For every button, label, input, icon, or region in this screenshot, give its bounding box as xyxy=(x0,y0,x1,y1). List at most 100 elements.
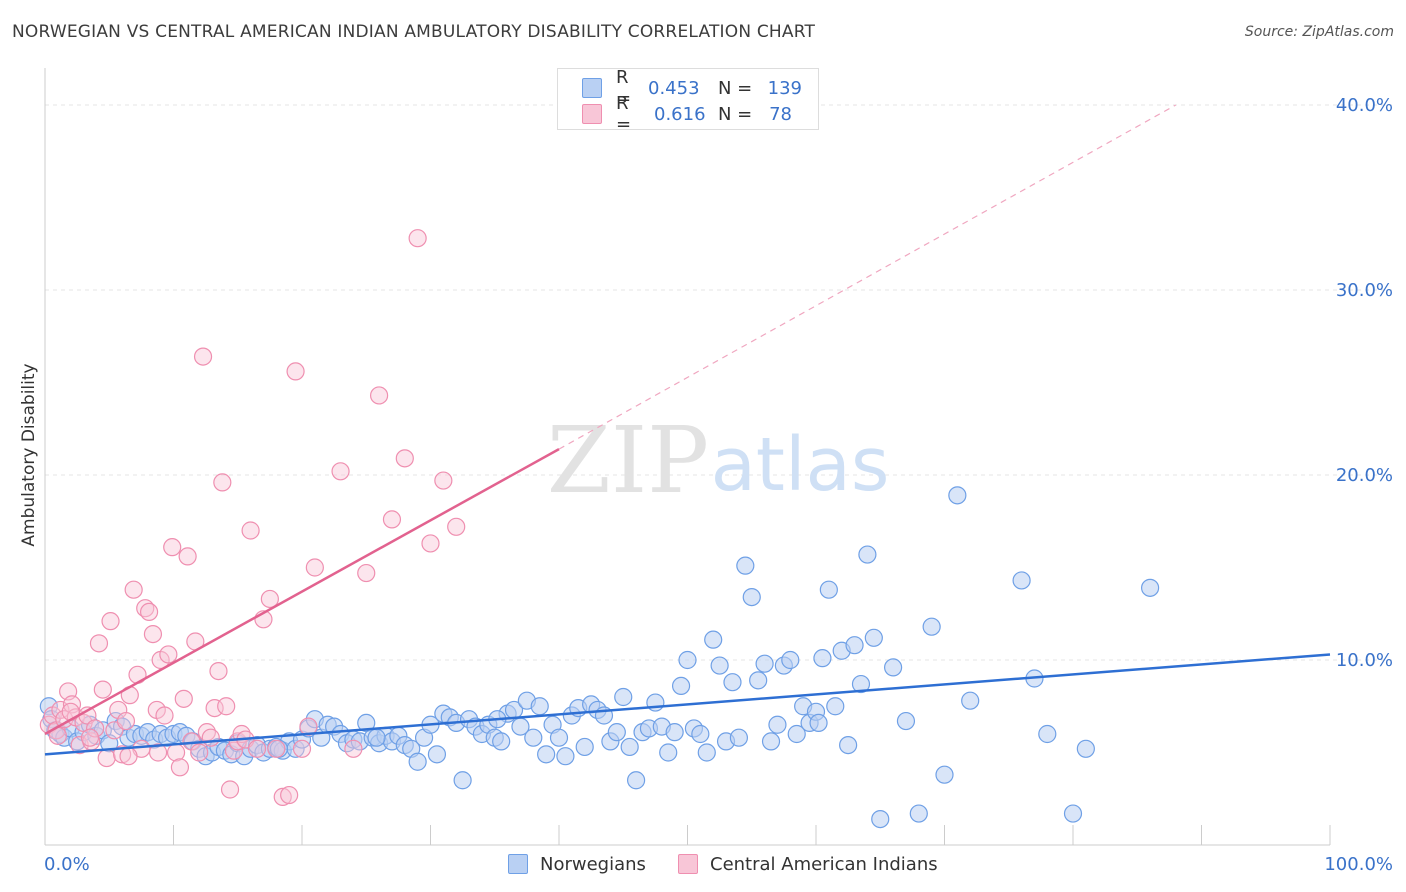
legend-r-label: R = xyxy=(616,93,632,135)
data-point-central-american-indians xyxy=(119,747,138,766)
chart-title: NORWEGIAN VS CENTRAL AMERICAN INDIAN AMB… xyxy=(12,22,816,42)
legend-swatch-blue xyxy=(508,854,528,874)
legend-n-value: 78 xyxy=(769,103,792,125)
data-point-norwegians xyxy=(678,650,697,670)
data-point-norwegians xyxy=(845,636,864,655)
legend-item-norwegians: Norwegians xyxy=(508,852,646,876)
data-point-central-american-indians xyxy=(163,538,182,557)
trendline-extension-central-american-indians xyxy=(558,104,1177,450)
data-point-central-american-indians xyxy=(143,624,163,644)
tick-labels: 10.0% 20.0% 30.0% 40.0% 0.0% 100.0% xyxy=(44,95,1393,875)
data-point-norwegians xyxy=(809,713,828,733)
data-point-norwegians xyxy=(549,728,569,747)
data-point-norwegians xyxy=(710,656,729,675)
data-point-norwegians xyxy=(864,628,883,647)
series-legend: Norwegians Central American Indians xyxy=(0,852,1406,876)
data-point-norwegians xyxy=(922,617,941,636)
data-point-norwegians xyxy=(1140,578,1160,597)
watermark-atlas: atlas xyxy=(711,422,890,508)
data-point-norwegians xyxy=(909,804,928,823)
source-label: Source: ZipAtlas.com xyxy=(1244,24,1394,40)
data-point-norwegians xyxy=(659,743,678,762)
data-point-central-american-indians xyxy=(89,634,109,653)
data-point-norwegians xyxy=(768,715,787,734)
data-point-central-american-indians xyxy=(224,741,243,760)
data-point-norwegians xyxy=(761,732,781,751)
data-point-central-american-indians xyxy=(116,711,136,731)
data-point-central-american-indians xyxy=(292,739,312,758)
data-point-central-american-indians xyxy=(174,689,193,708)
legend-label-central-american-indians: Central American Indians xyxy=(710,853,938,875)
data-point-norwegians xyxy=(749,671,768,690)
data-point-norwegians xyxy=(626,771,646,790)
legend-r-label: R = xyxy=(616,67,632,109)
legend-item-central-american-indians: Central American Indians xyxy=(678,852,938,876)
data-point-norwegians xyxy=(530,697,549,716)
data-point-central-american-indians xyxy=(97,748,116,768)
x-tick-label: 0.0% xyxy=(44,854,90,875)
watermark-zip: ZIP xyxy=(547,407,709,514)
trendline-central-american-indians xyxy=(44,448,560,736)
series-central-american-indians xyxy=(39,229,466,807)
legend-swatch-pink xyxy=(582,104,602,124)
legend-r-value: 0.616 xyxy=(654,103,706,125)
legend-row-norwegians: R = 0.453 N = 139 xyxy=(582,67,802,109)
data-point-central-american-indians xyxy=(247,739,267,758)
legend-r-value: 0.453 xyxy=(648,77,700,99)
data-point-norwegians xyxy=(826,697,845,716)
data-point-central-american-indians xyxy=(124,580,143,599)
data-point-central-american-indians xyxy=(213,473,232,492)
data-point-central-american-indians xyxy=(305,558,324,577)
data-point-norwegians xyxy=(1063,804,1083,823)
legend-swatch-pink xyxy=(678,854,698,874)
data-point-central-american-indians xyxy=(178,547,197,566)
data-point-norwegians xyxy=(367,728,386,747)
axes xyxy=(44,68,1331,846)
data-point-norwegians xyxy=(851,674,871,694)
trendline-norwegians xyxy=(44,653,1331,756)
data-point-central-american-indians xyxy=(148,743,168,762)
data-point-central-american-indians xyxy=(205,698,224,718)
data-point-norwegians xyxy=(948,486,967,505)
data-point-norwegians xyxy=(1038,724,1057,744)
data-point-central-american-indians xyxy=(155,706,174,725)
data-point-norwegians xyxy=(704,630,723,649)
data-point-central-american-indians xyxy=(331,462,350,481)
data-point-norwegians xyxy=(614,687,633,707)
data-point-norwegians xyxy=(883,658,903,677)
data-point-norwegians xyxy=(961,691,980,710)
data-point-norwegians xyxy=(665,723,684,742)
y-tick-label: 10.0% xyxy=(1336,650,1393,671)
data-point-norwegians xyxy=(453,771,472,790)
data-point-norwegians xyxy=(620,737,639,757)
watermark: ZIP atlas xyxy=(547,407,890,514)
data-point-central-american-indians xyxy=(190,743,209,762)
trendlines xyxy=(44,104,1331,756)
data-point-central-american-indians xyxy=(86,719,105,738)
data-point-norwegians xyxy=(896,711,916,731)
data-point-norwegians xyxy=(1076,739,1095,758)
y-axis-label: Ambulatory Disability xyxy=(19,363,39,546)
data-point-central-american-indians xyxy=(193,347,213,366)
data-point-central-american-indians xyxy=(209,661,228,681)
y-tick-label: 30.0% xyxy=(1336,280,1393,301)
data-point-norwegians xyxy=(858,545,877,564)
data-point-norwegians xyxy=(742,587,761,607)
legend-row-central-american-indians: R = 0.616 N = 78 xyxy=(582,93,792,135)
data-point-central-american-indians xyxy=(93,680,112,699)
data-point-norwegians xyxy=(691,724,710,744)
data-point-central-american-indians xyxy=(139,602,159,622)
correlation-legend: R = 0.453 N = 139 R = 0.616 N = 78 xyxy=(557,67,819,135)
data-point-norwegians xyxy=(729,728,749,747)
data-point-central-american-indians xyxy=(408,229,427,248)
data-point-central-american-indians xyxy=(70,735,89,755)
data-point-central-american-indians xyxy=(370,386,389,405)
data-point-central-american-indians xyxy=(80,728,100,747)
data-point-central-american-indians xyxy=(112,745,132,764)
data-point-central-american-indians xyxy=(267,739,286,758)
data-point-central-american-indians xyxy=(421,534,440,553)
data-point-central-american-indians xyxy=(344,739,363,758)
legend-n-label: N = xyxy=(718,103,753,125)
data-point-norwegians xyxy=(492,732,511,751)
data-point-norwegians xyxy=(524,728,543,747)
